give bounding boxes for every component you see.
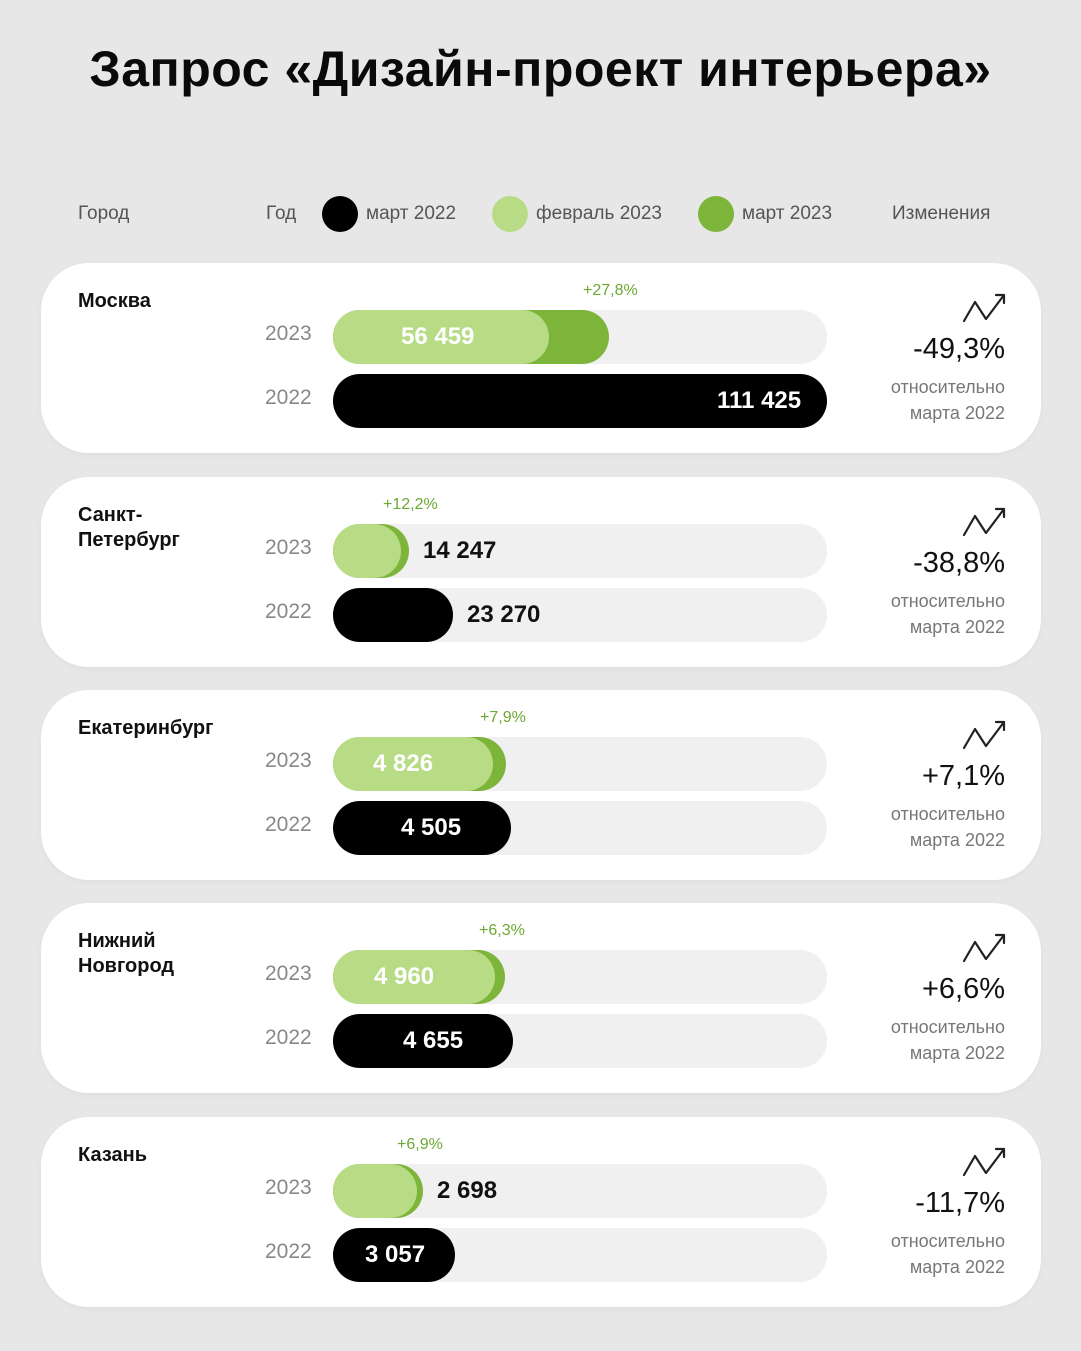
growth-label: +6,3% <box>479 922 525 939</box>
year-label-2023: 2023 <box>265 322 312 345</box>
year-label-2022: 2022 <box>265 600 312 623</box>
city-name: Москва <box>78 290 151 312</box>
bar-feb2023 <box>333 524 401 578</box>
change-value: +7,1% <box>921 760 1005 792</box>
legend-mar2023-swatch <box>698 196 734 232</box>
value-feb2023: 4 960 <box>374 963 435 990</box>
legend-mar2022-label: март 2022 <box>366 203 457 224</box>
trend-up-icon <box>962 720 1006 750</box>
trend-up-icon <box>962 293 1006 323</box>
bar-feb2023 <box>333 950 495 1004</box>
relative-label: относительно марта 2022 <box>890 1231 1005 1277</box>
city-card: Москва 2023 2022 +27,8% 56 459 111 425 -49,3% о… <box>41 263 1041 453</box>
legend-year-label: Год <box>266 203 297 224</box>
value-mar2022: 3 057 <box>365 1241 426 1268</box>
legend: Город Год март 2022 февраль 2023 март 20… <box>0 0 1081 260</box>
bar-mar2022 <box>333 588 453 642</box>
year-label-2022: 2022 <box>265 1026 312 1049</box>
bar-mar2022 <box>333 374 827 428</box>
city-name: Казань <box>78 1144 147 1166</box>
bar-mar2022 <box>333 1014 513 1068</box>
legend-feb2023-label: февраль 2023 <box>536 203 662 224</box>
trend-up-icon <box>962 933 1006 963</box>
city-name: Санкт- Петербург <box>78 504 180 551</box>
bar-feb2023 <box>333 1164 417 1218</box>
legend-changes-label: Изменения <box>892 203 991 224</box>
value-feb2023: 56 459 <box>401 323 475 350</box>
bar-mar2022 <box>333 1228 455 1282</box>
year-label-2023: 2023 <box>265 536 312 559</box>
city-card: Казань 2023 2022 +6,9% 2 698 3 057 -11,7% относ… <box>41 1117 1041 1307</box>
value-feb2023: 4 826 <box>373 750 434 777</box>
value-feb2023: 2 698 <box>437 1177 498 1204</box>
change-value: -11,7% <box>915 1187 1005 1219</box>
legend-mar2022-swatch <box>322 196 358 232</box>
change-value: -49,3% <box>913 333 1005 365</box>
bar-track-2023 <box>333 524 827 578</box>
city-name: Нижний Новгород <box>78 930 175 977</box>
year-label-2023: 2023 <box>265 749 312 772</box>
relative-label: относительно марта 2022 <box>890 804 1005 850</box>
value-mar2022: 4 655 <box>403 1027 464 1054</box>
year-label-2023: 2023 <box>265 1176 312 1199</box>
city-name: Екатеринбург <box>78 717 214 739</box>
city-card: Санкт- Петербург 2023 2022 +12,2% 14 247 23 27… <box>41 477 1041 667</box>
bar-feb2023 <box>333 737 493 791</box>
growth-label: +6,9% <box>397 1136 443 1153</box>
value-mar2022: 23 270 <box>467 601 541 628</box>
city-card: Нижний Новгород 2023 2022 +6,3% 4 960 4 655 +6,… <box>41 903 1041 1093</box>
trend-up-icon <box>962 507 1006 537</box>
legend-city-label: Город <box>78 203 130 224</box>
change-value: +6,6% <box>921 973 1005 1005</box>
growth-label: +27,8% <box>583 282 638 299</box>
value-mar2022: 4 505 <box>401 814 462 841</box>
growth-label: +7,9% <box>480 709 526 726</box>
change-value: -38,8% <box>913 547 1005 579</box>
trend-up-icon <box>962 1147 1006 1177</box>
page-title: Запрос «Дизайн-проект интерьера» <box>89 41 992 97</box>
relative-label: относительно марта 2022 <box>890 1017 1005 1063</box>
city-card: Екатеринбург 2023 2022 +7,9% 4 826 4 505 +7,1%… <box>41 690 1041 880</box>
relative-label: относительно марта 2022 <box>890 377 1005 423</box>
year-label-2022: 2022 <box>265 386 312 409</box>
year-label-2022: 2022 <box>265 813 312 836</box>
legend-feb2023-swatch <box>492 196 528 232</box>
bar-mar2022 <box>333 801 511 855</box>
year-label-2022: 2022 <box>265 1240 312 1263</box>
bar-feb2023 <box>333 310 549 364</box>
value-feb2023: 14 247 <box>423 537 497 564</box>
growth-label: +12,2% <box>383 496 438 513</box>
value-mar2022: 111 425 <box>717 387 802 414</box>
relative-label: относительно марта 2022 <box>890 591 1005 637</box>
legend-mar2023-label: март 2023 <box>742 203 833 224</box>
year-label-2023: 2023 <box>265 962 312 985</box>
